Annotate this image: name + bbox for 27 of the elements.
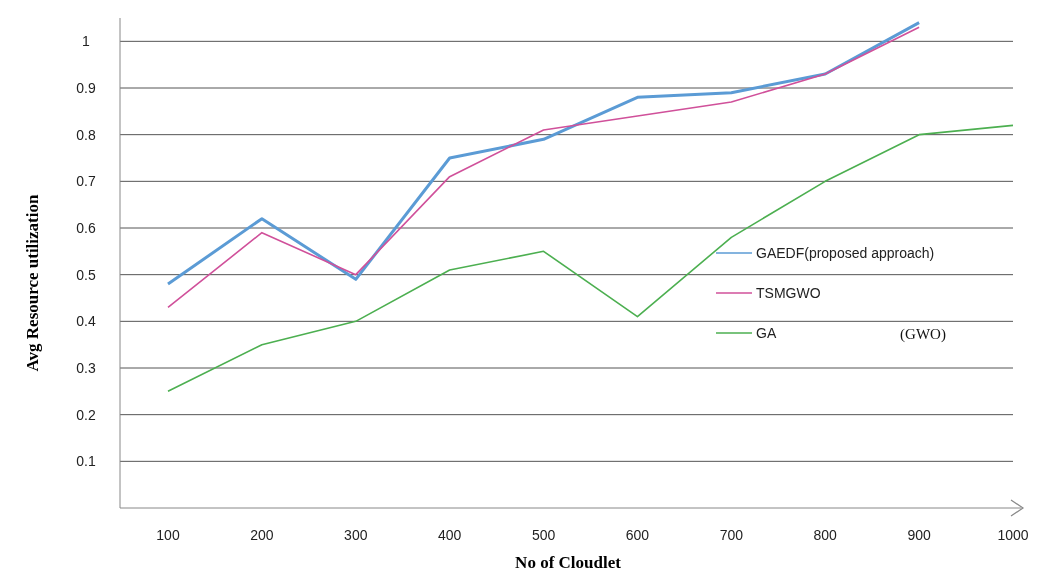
legend-label: GAEDF(proposed approach) [756, 244, 935, 261]
x-tick-label: 700 [719, 527, 744, 543]
x-tick-label: 800 [813, 527, 838, 543]
y-tick-label: 0.4 [76, 313, 96, 330]
y-axis-title: Avg Resource utilization [23, 194, 42, 372]
x-tick-label: 600 [625, 527, 650, 543]
x-tick-label: 1000 [997, 527, 1029, 543]
line-series [167, 124, 1014, 393]
y-tick-label: 0.6 [76, 219, 96, 236]
y-tick-label: 0.3 [76, 359, 96, 376]
legend-label: GA [756, 324, 777, 341]
x-tick-label: 400 [437, 527, 462, 543]
y-tick-label: 1 [82, 33, 91, 50]
x-tick-label: 300 [344, 527, 368, 543]
y-tick-label: 0.5 [76, 266, 96, 283]
x-tick-label: 200 [250, 527, 274, 543]
x-tick-label: 500 [531, 527, 556, 543]
y-tick-label: 0.2 [76, 406, 96, 423]
x-tick-label: 100 [156, 527, 180, 543]
x-tick-label: 900 [907, 527, 931, 543]
annotation: (GWO) [900, 326, 946, 343]
x-axis-title: No of Cloudlet [515, 553, 622, 572]
y-tick-label: 0.1 [76, 453, 96, 470]
y-tick-label: 0.7 [76, 173, 96, 190]
y-tick-label: 0.9 [76, 79, 96, 96]
legend-label: TSMGWO [756, 284, 821, 301]
y-tick-label: 0.8 [76, 126, 96, 143]
